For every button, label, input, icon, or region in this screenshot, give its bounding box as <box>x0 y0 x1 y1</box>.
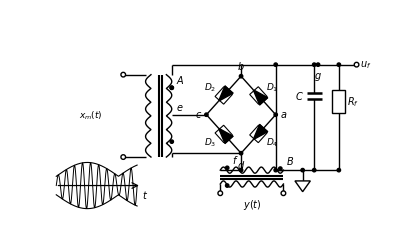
Circle shape <box>205 113 208 116</box>
Text: $x_m(t)$: $x_m(t)$ <box>79 110 103 122</box>
Text: $c$: $c$ <box>194 110 202 120</box>
Circle shape <box>218 191 223 196</box>
Text: $D_1$: $D_1$ <box>266 82 279 94</box>
Text: $e$: $e$ <box>175 103 183 113</box>
Text: $t$: $t$ <box>143 188 149 200</box>
Text: $y(t)$: $y(t)$ <box>242 198 261 212</box>
Circle shape <box>281 191 286 196</box>
Circle shape <box>312 63 316 66</box>
Text: $A$: $A$ <box>175 74 184 86</box>
Circle shape <box>354 62 359 67</box>
Circle shape <box>337 168 341 172</box>
Circle shape <box>170 86 173 90</box>
Circle shape <box>226 166 229 170</box>
Circle shape <box>170 86 173 90</box>
Polygon shape <box>253 90 268 105</box>
Circle shape <box>274 113 277 116</box>
Text: $R_f$: $R_f$ <box>347 95 359 108</box>
Circle shape <box>312 168 316 172</box>
Text: $D_3$: $D_3$ <box>204 137 216 149</box>
Polygon shape <box>295 181 310 192</box>
Polygon shape <box>253 124 268 140</box>
Circle shape <box>316 63 320 66</box>
Circle shape <box>170 140 173 143</box>
Polygon shape <box>219 128 233 143</box>
FancyBboxPatch shape <box>332 90 345 113</box>
Circle shape <box>279 167 282 170</box>
Circle shape <box>274 63 277 66</box>
Text: $D_2$: $D_2$ <box>204 82 216 94</box>
Circle shape <box>337 63 341 66</box>
Text: $a$: $a$ <box>279 110 287 120</box>
Circle shape <box>239 152 243 155</box>
Text: $u_f$: $u_f$ <box>360 59 372 70</box>
Circle shape <box>239 74 243 78</box>
Polygon shape <box>219 86 233 101</box>
Text: $d$: $d$ <box>237 158 245 170</box>
Text: $g$: $g$ <box>314 71 322 83</box>
Text: $C$: $C$ <box>296 90 304 102</box>
Text: $B$: $B$ <box>286 155 294 167</box>
Circle shape <box>301 168 305 172</box>
Circle shape <box>226 184 229 187</box>
Circle shape <box>239 168 243 172</box>
Text: $b$: $b$ <box>237 60 245 72</box>
Text: $f$: $f$ <box>232 154 239 166</box>
Circle shape <box>121 155 125 159</box>
Circle shape <box>274 168 277 172</box>
Text: $D_4$: $D_4$ <box>266 137 279 149</box>
Circle shape <box>121 72 125 77</box>
